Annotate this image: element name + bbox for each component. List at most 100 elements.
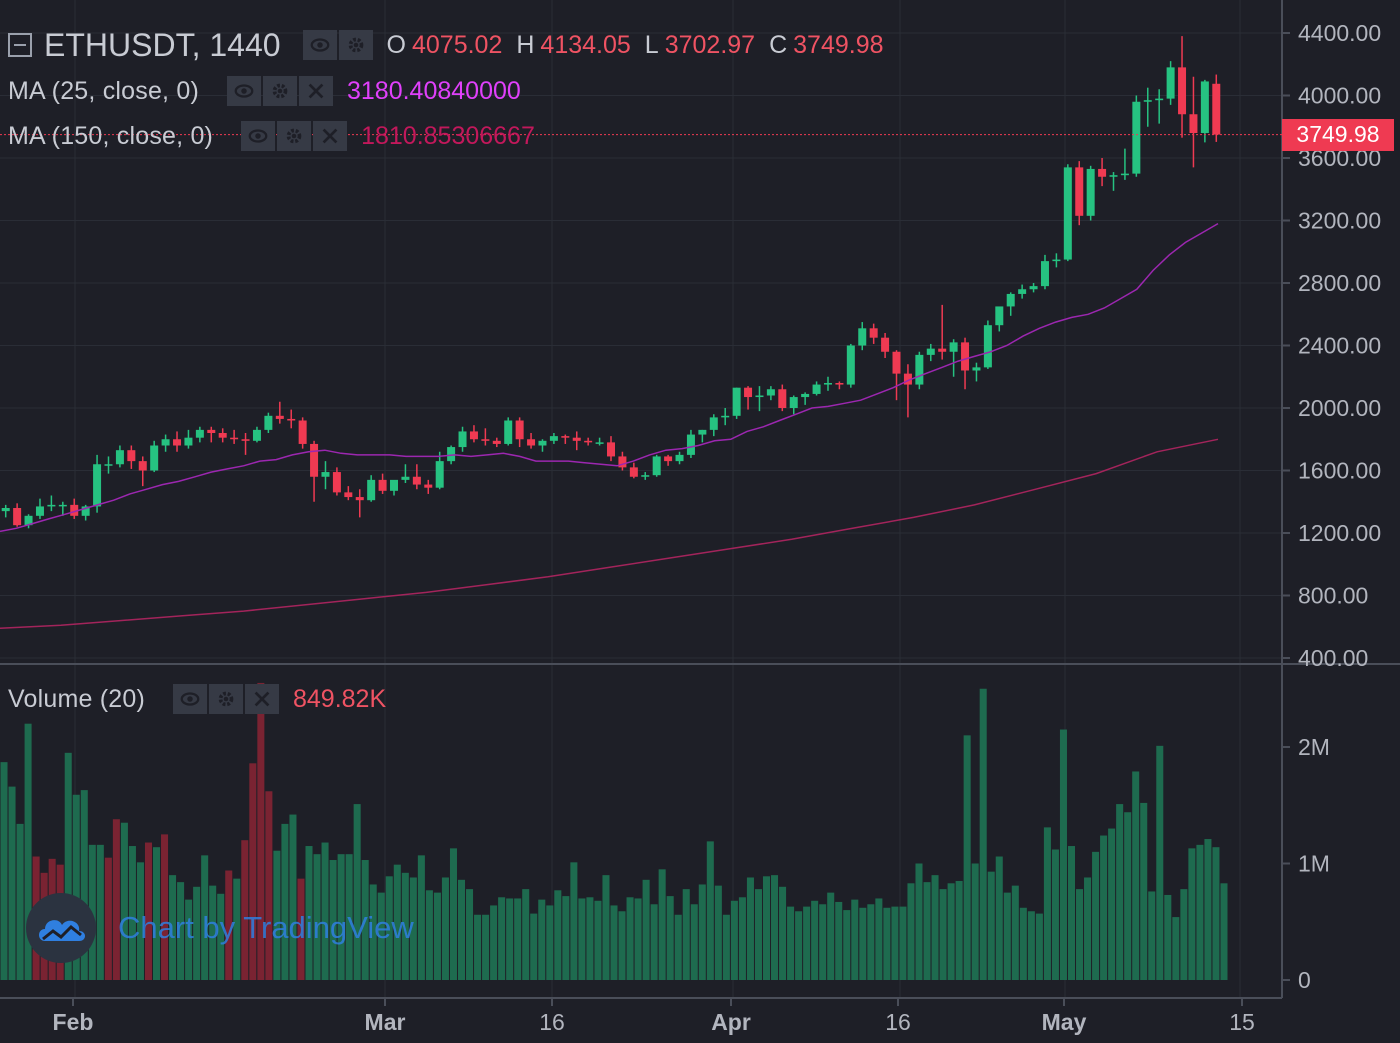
volume-bar (233, 878, 241, 980)
gear-icon[interactable] (277, 121, 312, 151)
volume-bar (1108, 828, 1116, 980)
volume-bar (578, 898, 586, 980)
candle-body (938, 348, 947, 352)
volume-bar (1220, 883, 1228, 980)
eye-icon[interactable] (173, 684, 207, 714)
price-tick-label: 2800.00 (1298, 270, 1381, 296)
candle-body (846, 345, 855, 385)
symbol-title: ETHUSDT, 1440 (44, 26, 281, 63)
candle-body (766, 389, 775, 396)
low-label: L 3702.97 (644, 30, 756, 59)
volume-bar (16, 823, 24, 980)
candle-body (549, 436, 558, 441)
high-value: 4134.05 (540, 30, 631, 59)
candle-body (401, 476, 410, 480)
volume-bar (265, 791, 273, 980)
gear-icon[interactable] (338, 30, 373, 60)
volume-bar (24, 723, 32, 980)
price-tick-label: 4400.00 (1298, 20, 1381, 46)
candle-body (127, 450, 136, 462)
volume-bar (80, 790, 88, 980)
volume-bar (96, 844, 104, 980)
volume-bar (1100, 835, 1108, 980)
volume-bar (1059, 729, 1067, 980)
volume-bar (369, 884, 377, 980)
price-tick-label: 400.00 (1298, 645, 1368, 671)
volume-bar (337, 854, 345, 980)
candle-body (1018, 289, 1027, 294)
volume-bar (698, 884, 706, 980)
candle-body (789, 397, 798, 408)
volume-bar (321, 842, 329, 980)
eye-icon[interactable] (241, 121, 276, 151)
eye-icon[interactable] (226, 76, 261, 106)
volume-bar (104, 857, 112, 980)
candle-body (858, 328, 867, 346)
candle-body (664, 456, 673, 462)
volume-bar (8, 786, 16, 980)
volume-bar (161, 834, 169, 980)
open-value: 4075.02 (411, 30, 503, 59)
candle-body (1178, 67, 1187, 115)
candle-body (778, 389, 787, 408)
volume-bar (586, 897, 594, 980)
volume-bar (313, 854, 321, 980)
volume-bar (746, 877, 754, 980)
price-tick-label: 1600.00 (1298, 458, 1381, 484)
tradingview-watermark[interactable]: Chart by TradingView (26, 893, 414, 963)
volume-bar (433, 892, 441, 980)
close-icon[interactable] (313, 121, 348, 151)
volume-bar (642, 879, 650, 980)
close-icon[interactable] (298, 76, 333, 106)
volume-bar (1003, 892, 1011, 980)
candle-body (618, 456, 627, 468)
volume-bar (1132, 771, 1140, 980)
volume-bar (939, 889, 947, 980)
candle-body (1063, 167, 1072, 260)
volume-bar (1076, 889, 1084, 980)
volume-bar (851, 899, 859, 980)
candle-body (755, 395, 764, 398)
volume-bar (449, 848, 457, 980)
volume-legend: Volume (20) 849.82K (8, 682, 386, 716)
volume-bar (482, 914, 490, 980)
collapse-square-icon[interactable] (8, 33, 32, 57)
volume-bar (867, 904, 875, 980)
candle-body (869, 328, 878, 338)
candle-body (93, 464, 102, 507)
candle-body (515, 420, 524, 440)
price-tick-label: 2400.00 (1298, 333, 1381, 359)
candle-body (881, 337, 890, 352)
volume-bar (923, 882, 931, 980)
candle-body (527, 439, 536, 446)
time-tick-label: May (1042, 1009, 1087, 1035)
volume-bar (1043, 827, 1051, 980)
candle-body (412, 476, 421, 485)
volume-bar (1196, 844, 1204, 980)
volume-bar (241, 840, 249, 980)
candle-body (709, 417, 718, 430)
watermark-text: Chart by TradingView (118, 910, 414, 945)
candle-body (355, 497, 364, 501)
volume-bar (144, 842, 152, 980)
gear-icon[interactable] (209, 684, 243, 714)
volume-bar (201, 855, 209, 980)
volume-bar (1180, 889, 1188, 980)
candle-body (1040, 261, 1049, 287)
gear-icon[interactable] (262, 76, 297, 106)
volume-bar (417, 855, 425, 980)
volume-bar (409, 877, 417, 980)
volume-bar (72, 794, 80, 980)
volume-bar (594, 900, 602, 980)
eye-icon[interactable] (302, 30, 337, 60)
volume-bar (971, 863, 979, 980)
close-icon[interactable] (245, 684, 279, 714)
volume-bar (152, 847, 161, 980)
volume-bar (771, 875, 779, 980)
price-tick-label: 800.00 (1298, 583, 1368, 609)
candle-body (629, 467, 638, 477)
volume-bar (955, 880, 963, 980)
candle-body (115, 450, 124, 465)
